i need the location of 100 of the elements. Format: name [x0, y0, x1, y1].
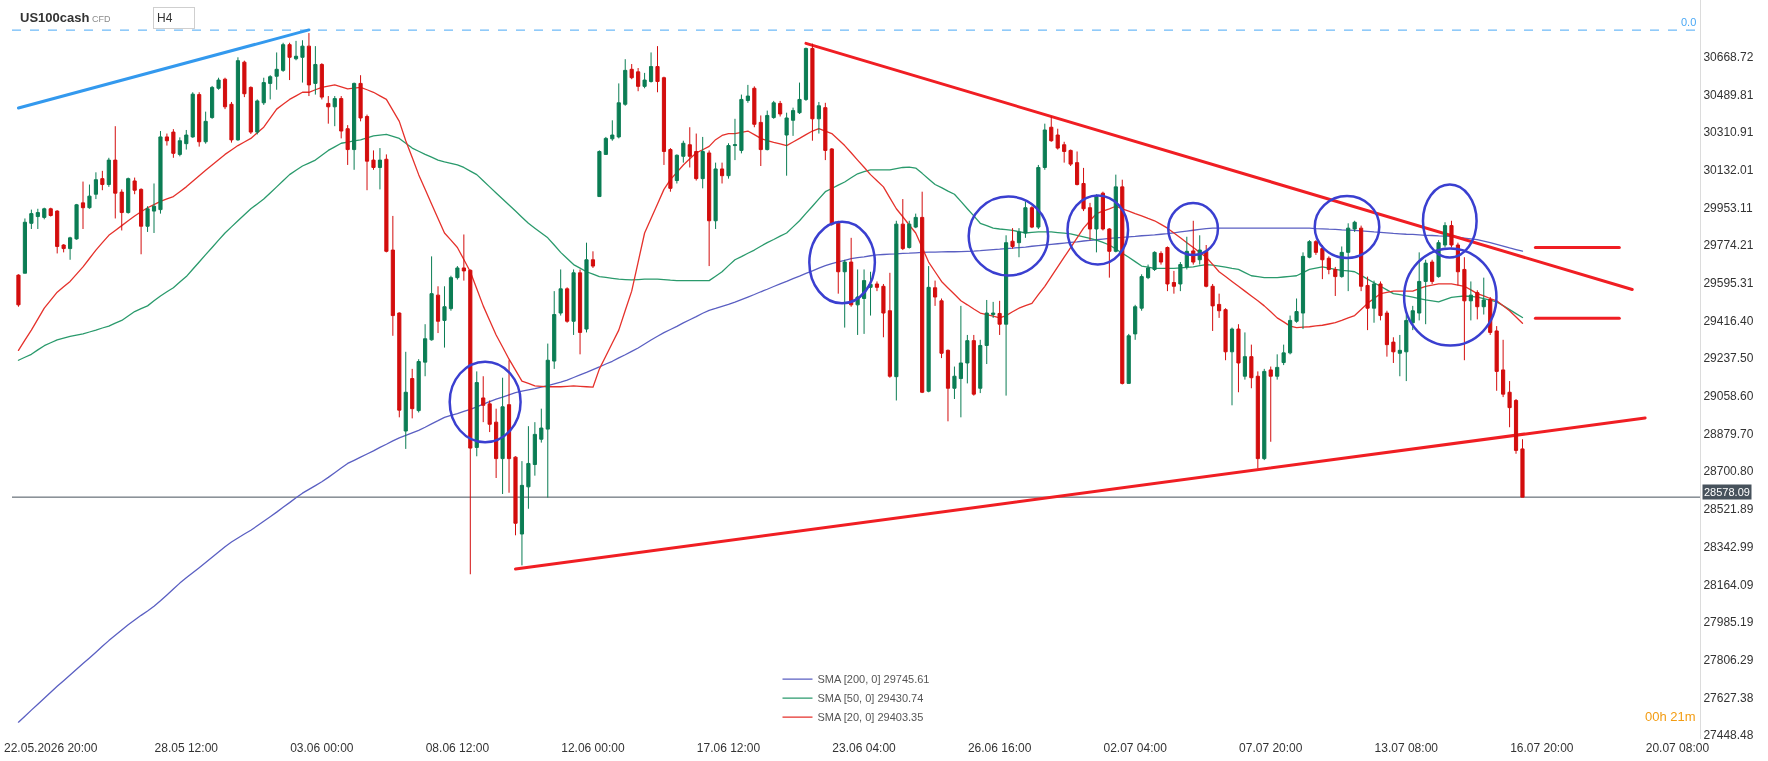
candlestick: [1468, 280, 1473, 321]
candlestick: [287, 42, 292, 81]
candlestick: [319, 62, 324, 100]
candlestick: [1042, 123, 1047, 171]
candlestick: [1075, 150, 1080, 186]
candlestick: [1507, 380, 1512, 428]
candlestick: [1107, 227, 1112, 279]
candlestick: [603, 136, 608, 155]
candlestick: [139, 187, 144, 255]
candlestick: [926, 265, 931, 393]
candlestick: [565, 286, 570, 324]
candlestick: [945, 348, 951, 422]
candlestick: [958, 305, 963, 418]
candlestick: [913, 213, 918, 229]
candlestick: [1191, 220, 1196, 266]
candlestick: [506, 359, 512, 494]
candlestick: [1223, 307, 1228, 361]
candlestick: [532, 421, 537, 477]
candlestick: [842, 259, 847, 329]
legend-label: SMA [20, 0] 29403.35: [817, 711, 924, 724]
candlestick: [739, 94, 744, 154]
candlestick: [1520, 438, 1525, 498]
candlestick: [1242, 331, 1247, 381]
x-tick-label: 28.05 12:00: [154, 741, 219, 755]
candlestick: [1062, 141, 1067, 164]
candlestick: [274, 51, 279, 91]
candlestick: [384, 153, 389, 253]
candlestick: [655, 45, 660, 93]
candlestick: [416, 358, 421, 413]
candlestick: [22, 217, 27, 274]
candlestick: [1397, 334, 1402, 377]
candlestick: [151, 182, 157, 234]
candlestick: [894, 220, 899, 401]
candlestick: [16, 273, 21, 308]
candlestick: [410, 368, 415, 419]
candlestick: [1442, 221, 1448, 249]
x-tick-label: 16.07 20:00: [1510, 741, 1574, 755]
candlestick: [345, 124, 350, 166]
candlestick: [1004, 234, 1009, 397]
candlestick: [397, 311, 402, 418]
y-tick-label: 30310.91: [1703, 125, 1754, 140]
candlestick: [519, 460, 525, 566]
candlestick: [590, 250, 596, 269]
candlestick: [177, 136, 182, 157]
candlestick: [539, 408, 544, 444]
candlestick: [339, 95, 344, 139]
candlestick: [1417, 251, 1422, 321]
candlestick: [1352, 220, 1357, 233]
candlestick: [1371, 280, 1377, 324]
candlestick: [1120, 179, 1125, 385]
candlestick: [332, 95, 337, 127]
y-tick-label: 28521.89: [1703, 502, 1754, 517]
candlestick: [474, 370, 479, 457]
candlestick: [584, 242, 589, 333]
candlestick: [642, 72, 647, 89]
candlestick: [629, 63, 634, 80]
candlestick: [681, 140, 686, 164]
candlestick: [778, 100, 783, 117]
candlestick: [991, 301, 996, 319]
candlestick: [874, 280, 880, 292]
candlestick: [126, 177, 131, 215]
candlestick: [1333, 266, 1338, 297]
candlestick: [907, 220, 912, 250]
candlestick: [74, 203, 79, 241]
candlestick: [1346, 222, 1351, 292]
candlestick: [371, 149, 376, 171]
candlestick: [1158, 250, 1164, 266]
candlestick: [997, 300, 1002, 336]
candlestick: [965, 334, 970, 384]
candlestick: [1307, 239, 1312, 259]
annotation: 0.0: [1681, 16, 1697, 28]
y-tick-label: 27448.48: [1703, 728, 1754, 743]
candlestick: [448, 275, 454, 312]
candlestick: [306, 32, 312, 97]
candlestick: [293, 40, 299, 60]
y-tick-label: 27985.19: [1703, 615, 1754, 630]
candlestick: [352, 82, 357, 171]
candlestick: [29, 209, 34, 230]
candlestick: [1029, 205, 1034, 229]
x-tick-label: 07.07 20:00: [1239, 741, 1303, 755]
candlestick: [784, 112, 789, 177]
legend-label: SMA [50, 0] 29430.74: [817, 692, 924, 705]
x-tick-label: 08.06 12:00: [425, 741, 490, 755]
y-tick-label: 28342.99: [1703, 539, 1754, 554]
y-tick-label: 29237.50: [1703, 351, 1754, 366]
candlestick: [455, 265, 460, 281]
candlestick: [1481, 277, 1486, 316]
candlestick: [1146, 264, 1151, 280]
candlestick: [700, 136, 705, 189]
x-tick-label: 02.07 04:00: [1103, 741, 1168, 755]
candlestick: [790, 107, 796, 137]
candlestick: [668, 147, 673, 193]
candlestick: [216, 77, 221, 91]
y-tick-label: 29774.21: [1703, 238, 1754, 253]
candlestick: [1100, 191, 1105, 231]
candlestick: [1113, 174, 1118, 253]
candlestick: [190, 91, 195, 139]
candlestick: [171, 128, 176, 159]
candlestick: [494, 408, 499, 479]
candlestick: [326, 95, 331, 125]
